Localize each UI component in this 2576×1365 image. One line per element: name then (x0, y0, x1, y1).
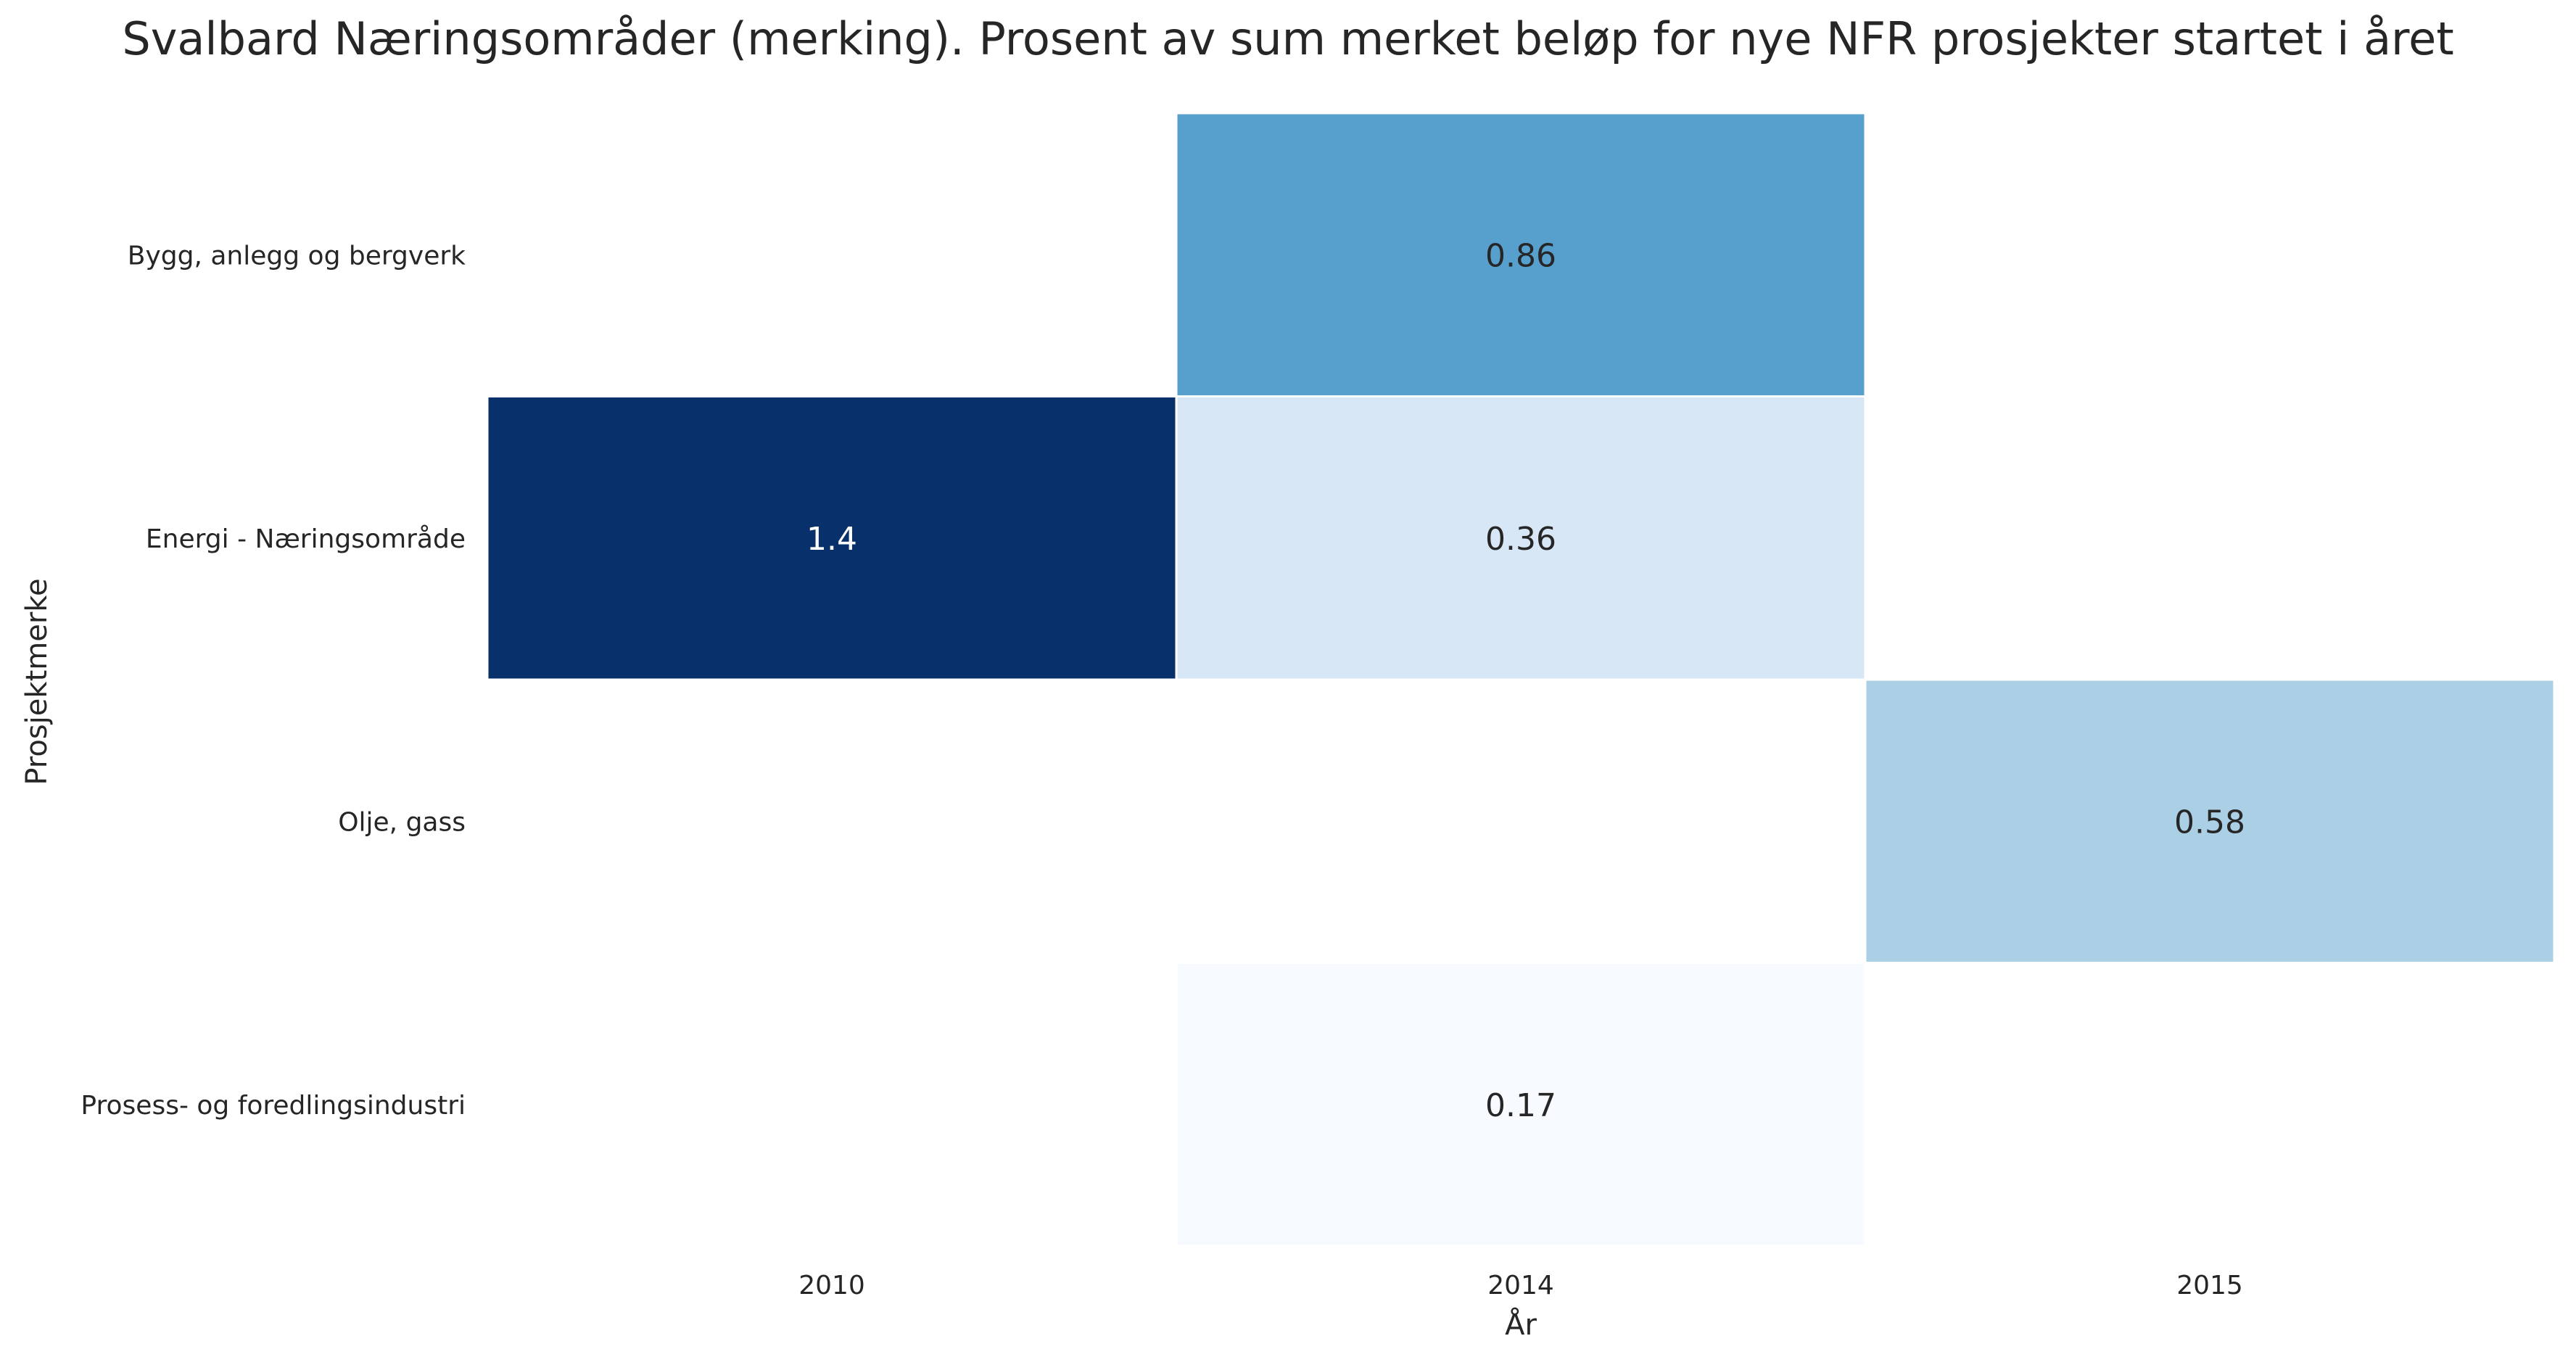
heatmap-cell-r3-c1 (1175, 962, 1867, 1248)
x-tick-label-2: 2015 (2176, 1271, 2243, 1300)
y-tick-labels: Bygg, anlegg og bergverk Energi - Nærings… (80, 241, 466, 1121)
heatmap-value-label-r2-c2: 0.58 (2174, 804, 2245, 841)
heatmap-cell-r1-c1 (1175, 395, 1867, 681)
heatmap-value-label-r3-c1: 0.17 (1485, 1087, 1556, 1124)
heatmap-cell-r0-c1 (1175, 112, 1867, 397)
x-tick-labels: 2010 2014 2015 (798, 1271, 2243, 1300)
y-tick-label-0: Bygg, anlegg og bergverk (128, 241, 466, 271)
heatmap-value-label-r0-c1: 0.86 (1485, 237, 1556, 274)
heatmap-cell-r1-c0 (486, 395, 1178, 681)
heatmap-value-labels: 0.86 1.4 0.36 0.58 0.17 (806, 237, 2245, 1124)
y-tick-label-2: Olje, gass (338, 807, 466, 837)
heatmap-value-label-r1-c0: 1.4 (806, 521, 857, 558)
y-axis-label: Prosjektmerke (20, 578, 54, 785)
x-tick-label-1: 2014 (1487, 1271, 1554, 1300)
heatmap-value-label-r1-c1: 0.36 (1485, 521, 1556, 558)
y-tick-label-1: Energi - Næringsområde (146, 524, 466, 554)
chart-title: Svalbard Næringsområder (merking). Prose… (122, 12, 2453, 65)
y-tick-label-3: Prosess- og foredlingsindustri (80, 1091, 466, 1121)
heatmap-cell-r2-c2 (1864, 678, 2556, 964)
x-axis-label: År (1505, 1307, 1537, 1342)
heatmap-cells (486, 112, 2556, 1248)
x-tick-label-0: 2010 (798, 1271, 865, 1300)
